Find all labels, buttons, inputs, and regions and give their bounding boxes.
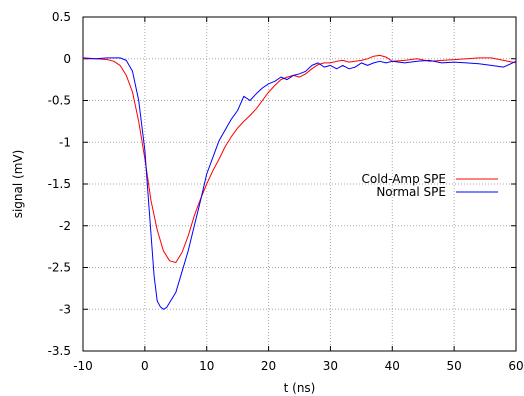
legend-label: Cold-Amp SPE	[361, 172, 446, 186]
series-line-cold-amp-spe	[83, 54, 517, 263]
x-tick-label: 50	[447, 359, 462, 373]
x-tick-label: 10	[199, 359, 214, 373]
grid	[83, 17, 516, 351]
y-tick-label: -1	[59, 135, 71, 149]
x-tick-label: 60	[508, 359, 523, 373]
x-tick-label: 0	[141, 359, 149, 373]
x-tick-label: -10	[73, 359, 93, 373]
y-axis-label: signal (mV)	[11, 150, 25, 219]
x-tick-label: 40	[385, 359, 400, 373]
x-tick-label: 30	[323, 359, 338, 373]
x-tick-label: 20	[261, 359, 276, 373]
y-tick-label: -3	[59, 302, 71, 316]
x-axis: -10 0 10 20 30 40 50 60	[73, 17, 524, 373]
series-layer	[82, 54, 517, 310]
series-line-normal-spe	[82, 57, 517, 310]
y-tick-label: -0.5	[48, 94, 71, 108]
y-tick-label: 0	[63, 52, 71, 66]
plot-area: -10 0 10 20 30 40 50 60 0.50-0.5-1-1.5-2-2.5-3-…	[48, 10, 524, 373]
y-tick-label: -1.5	[48, 177, 71, 191]
legend-label: Normal SPE	[376, 185, 446, 199]
y-axis: 0.5 0 -0.5 -1 -1.5 -2 -2.5 -3 -3.5	[48, 10, 516, 358]
x-axis-label: t (ns)	[284, 381, 316, 395]
y-tick-label: 0.5	[52, 10, 71, 24]
y-tick-label: -2	[59, 219, 71, 233]
y-tick-label: -3.5	[48, 344, 71, 358]
y-tick-label: -2.5	[48, 261, 71, 275]
